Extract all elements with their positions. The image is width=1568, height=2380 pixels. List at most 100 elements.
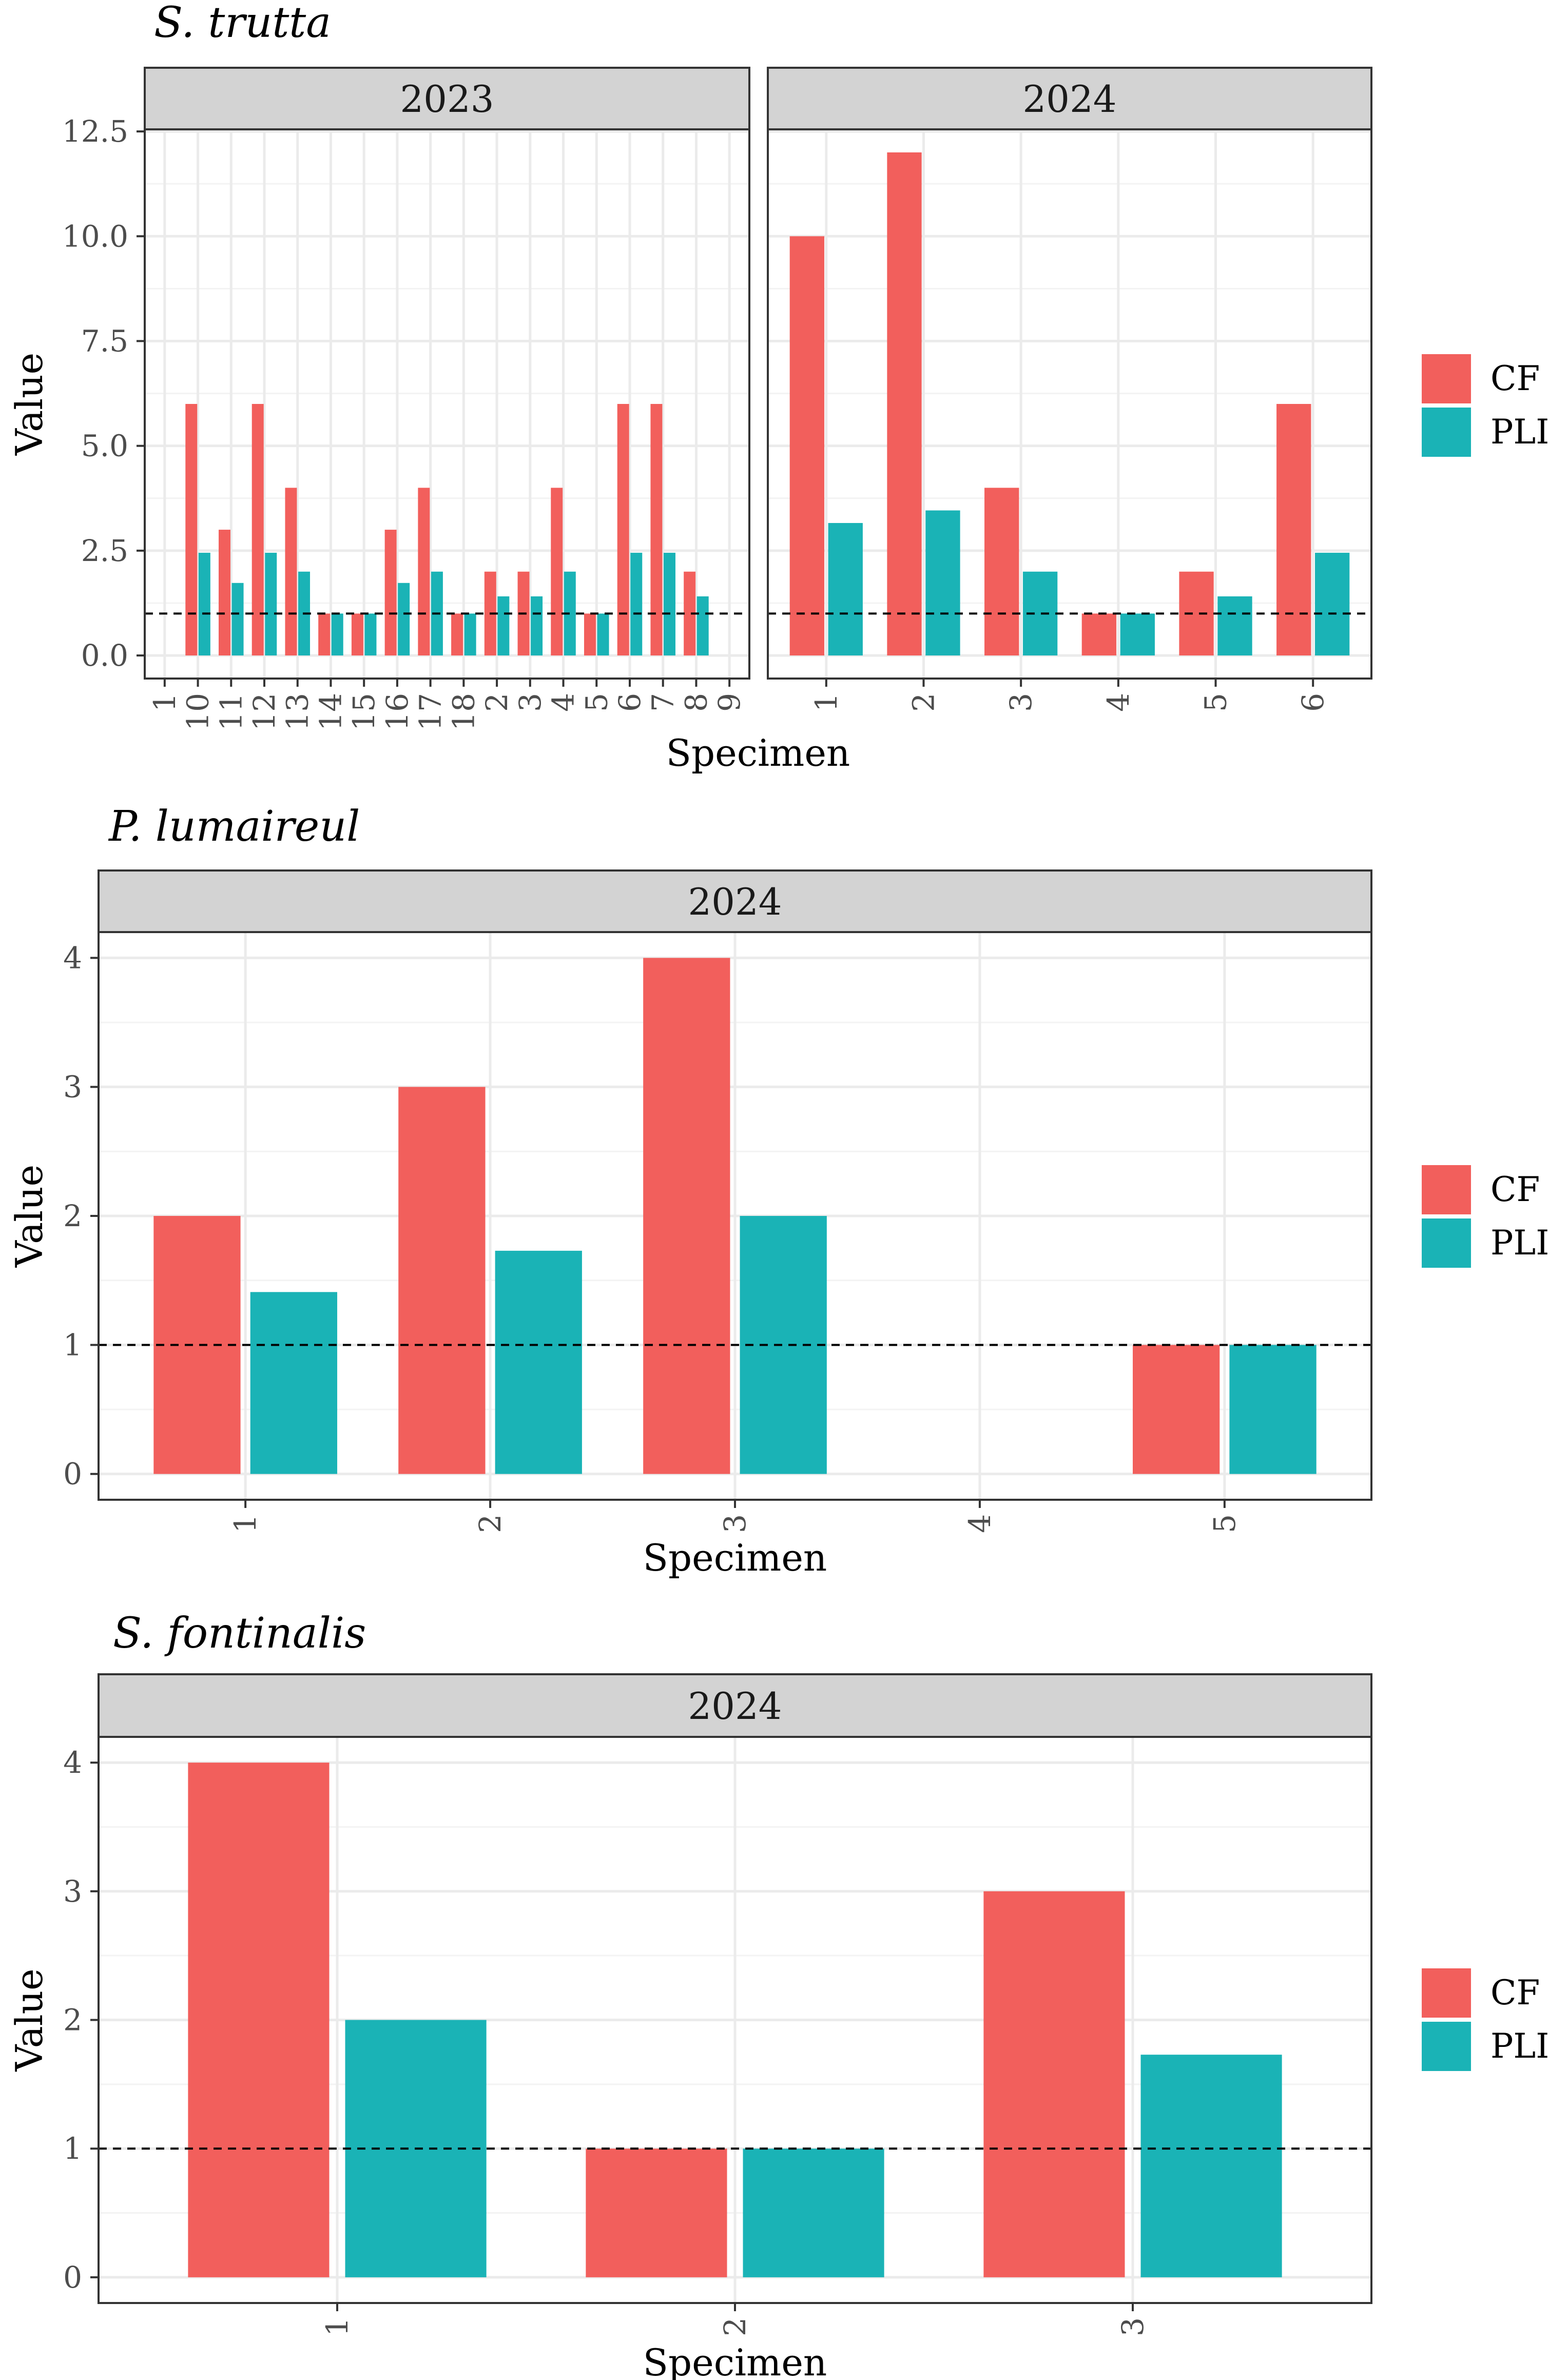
y-tick-label: 1 (63, 2131, 82, 2166)
x-tick-label: 9 (712, 693, 747, 712)
bar-pli (250, 1292, 337, 1474)
x-tick-label: 5 (1198, 693, 1233, 712)
y-tick-label: 0 (63, 1457, 82, 1492)
y-tick-label: 12.5 (62, 114, 128, 149)
facet-strip-label: 2023 (400, 78, 494, 121)
bar-pli (265, 552, 277, 656)
bar-cf (643, 958, 730, 1474)
y-tick-label: 3 (63, 1070, 82, 1105)
y-tick-label: 10.0 (62, 219, 128, 254)
legend-label-cf: CF (1490, 1973, 1540, 2013)
bar-pli (564, 571, 576, 656)
y-tick-label: 2.5 (81, 533, 128, 568)
bar-pli (664, 552, 675, 656)
x-tick-label: 4 (546, 693, 581, 712)
x-tick-label: 8 (679, 693, 713, 712)
panel-border (767, 128, 1372, 680)
y-tick-label: 5.0 (81, 429, 128, 463)
bar-cf (684, 571, 696, 656)
x-tick-label: 1 (228, 1514, 263, 1533)
legend-label-cf: CF (1490, 359, 1540, 398)
x-tick-label: 11 (214, 693, 248, 731)
chart-title: P. lumaireul (108, 802, 360, 851)
bar-pli (740, 1216, 827, 1474)
bar-cf (418, 488, 430, 656)
bar-cf (983, 1891, 1125, 2277)
bar-cf (650, 404, 663, 656)
bar-cf (789, 236, 825, 656)
bar-cf (153, 1216, 241, 1474)
bar-cf (451, 613, 463, 656)
x-tick-label: 10 (181, 693, 216, 731)
bar-pli (828, 523, 863, 656)
y-tick-label: 2 (63, 2003, 82, 2038)
bar-cf (887, 152, 922, 656)
bar-cf (584, 613, 596, 656)
legend-label-cf: CF (1490, 1170, 1540, 1209)
x-tick-label: 7 (646, 693, 681, 712)
bar-pli (1314, 552, 1350, 656)
bar-cf (551, 488, 563, 656)
bar-pli (630, 552, 643, 656)
x-tick-label: 3 (513, 693, 548, 712)
x-tick-label: 17 (413, 693, 448, 731)
legend-key-cf (1422, 1968, 1471, 2018)
x-tick-label: 4 (1101, 693, 1136, 712)
bar-cf (1081, 613, 1117, 656)
x-tick-label: 15 (346, 693, 381, 731)
y-tick-label: 0 (63, 2260, 82, 2295)
bar-cf (185, 404, 198, 656)
bar-pli (231, 583, 244, 656)
chart-title: S. fontinalis (113, 1609, 366, 1658)
bar-cf (318, 613, 331, 656)
bar-cf (1133, 1345, 1220, 1474)
x-tick-label: 3 (718, 1514, 752, 1533)
x-tick-label: 1 (320, 2317, 355, 2336)
bar-pli (531, 596, 543, 656)
y-axis-title: Value (8, 353, 51, 456)
legend-key-pli (1422, 1218, 1471, 1268)
x-tick-label: 3 (1115, 2317, 1150, 2336)
x-tick-label: 14 (313, 693, 348, 731)
x-tick-label: 6 (612, 693, 647, 712)
panel-border (144, 128, 750, 680)
bar-cf (398, 1087, 486, 1474)
bar-pli (497, 596, 510, 656)
y-tick-label: 2 (63, 1198, 82, 1233)
x-tick-label: 13 (280, 693, 315, 731)
x-axis-title: Specimen (666, 731, 850, 775)
bar-pli (1140, 2055, 1282, 2277)
x-tick-label: 2 (479, 693, 514, 712)
bar-cf (1276, 404, 1311, 656)
bar-pli (495, 1250, 582, 1474)
legend-key-cf (1422, 354, 1471, 403)
bar-cf (586, 2149, 727, 2277)
bar-pli (1120, 613, 1155, 656)
x-tick-label: 4 (962, 1514, 997, 1533)
bar-pli (925, 510, 960, 656)
bar-cf (351, 613, 363, 656)
x-tick-label: 5 (579, 693, 614, 712)
legend-key-pli (1422, 408, 1471, 457)
bar-cf (188, 1763, 330, 2277)
bar-pli (696, 596, 709, 656)
bar-pli (743, 2149, 884, 2277)
bar-pli (597, 613, 609, 656)
bar-cf (285, 488, 297, 656)
legend-label-pli: PLI (1490, 2026, 1549, 2066)
y-tick-label: 3 (63, 1874, 82, 1909)
bar-pli (364, 613, 377, 656)
facet-strip-label: 2024 (688, 880, 782, 923)
x-tick-label: 6 (1295, 693, 1330, 712)
y-tick-label: 4 (63, 940, 82, 975)
legend-label-pli: PLI (1490, 1223, 1549, 1263)
bar-pli (398, 583, 410, 656)
y-tick-label: 7.5 (81, 323, 128, 358)
x-tick-label: 5 (1207, 1514, 1242, 1533)
x-tick-label: 12 (247, 693, 282, 731)
x-tick-label: 2 (906, 693, 941, 712)
bar-cf (251, 404, 264, 656)
x-axis-title: Specimen (643, 1536, 827, 1579)
y-tick-label: 0.0 (81, 638, 128, 673)
